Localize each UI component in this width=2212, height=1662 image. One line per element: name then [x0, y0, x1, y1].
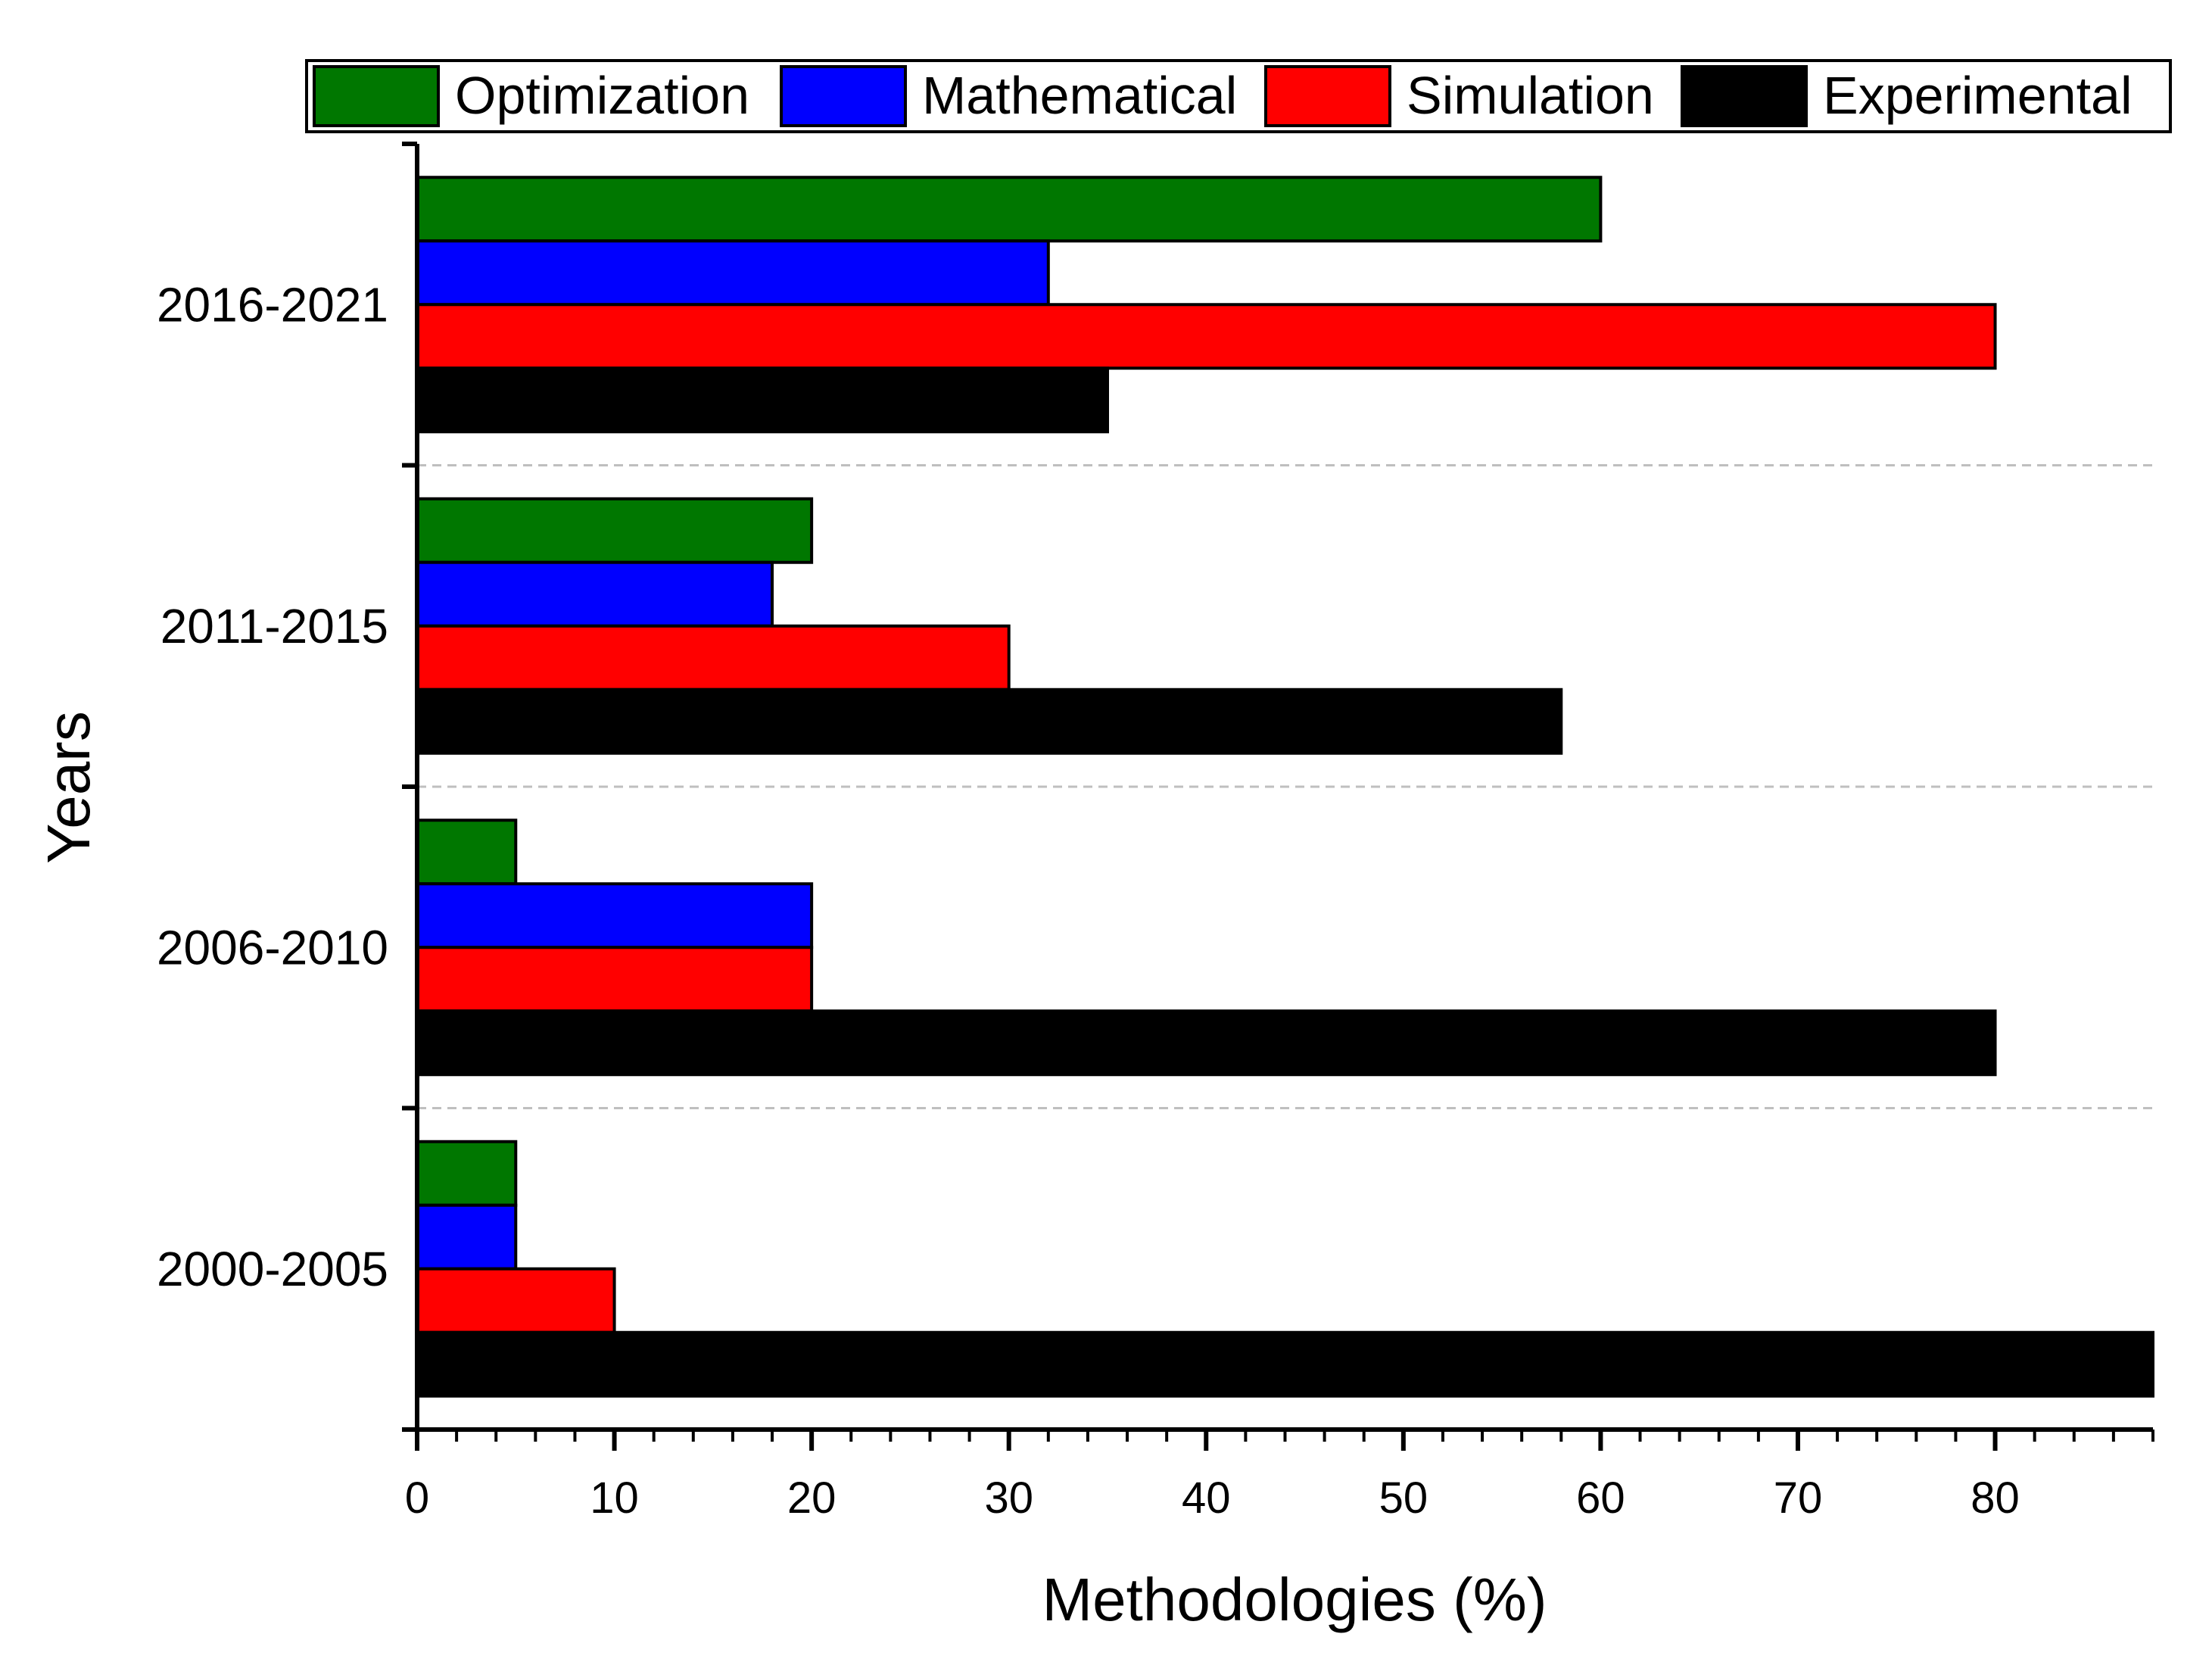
bar-mathematical-2016-2021 — [416, 239, 1050, 307]
bar-simulation-2000-2005 — [416, 1267, 616, 1334]
bar-experimental-2000-2005 — [416, 1330, 2154, 1398]
bar-mathematical-2000-2005 — [416, 1203, 518, 1271]
bar-optimization-2000-2005 — [416, 1140, 518, 1207]
bar-optimization-2011-2015 — [416, 497, 814, 564]
y-tick-label: 2011-2015 — [160, 599, 388, 653]
x-tick-label: 10 — [590, 1473, 639, 1523]
bar-experimental-2011-2015 — [416, 688, 1563, 755]
y-tick-label: 2006-2010 — [157, 920, 388, 974]
legend-swatch-optimization — [313, 65, 440, 127]
x-tick-label: 70 — [1774, 1473, 1823, 1523]
x-tick-label: 40 — [1182, 1473, 1231, 1523]
x-tick-label: 80 — [1971, 1473, 2020, 1523]
legend-label-mathematical: Mathematical — [922, 66, 1237, 125]
bar-optimization-2016-2021 — [416, 176, 1603, 243]
y-tick-label: 2016-2021 — [157, 277, 388, 332]
grid-lines — [417, 464, 2153, 1109]
x-tick-label: 30 — [984, 1473, 1033, 1523]
bar-mathematical-2011-2015 — [416, 560, 774, 628]
axes: 2016-2021 2011-2015 2006-2010 2000-2005 0 10 2… — [157, 142, 2154, 1523]
bars — [416, 176, 2154, 1398]
legend-label-optimization: Optimization — [455, 66, 749, 125]
x-tick-label: 20 — [787, 1473, 837, 1523]
bar-experimental-2006-2010 — [416, 1009, 1997, 1077]
bar-optimization-2006-2010 — [416, 819, 518, 886]
legend-swatch-mathematical — [780, 65, 907, 127]
bar-simulation-2006-2010 — [416, 946, 814, 1013]
x-tick-label: 60 — [1576, 1473, 1625, 1523]
bar-simulation-2016-2021 — [416, 303, 1997, 370]
bar-simulation-2011-2015 — [416, 624, 1011, 691]
bar-mathematical-2006-2010 — [416, 882, 814, 949]
legend: Optimization Mathematical Simulation Experi… — [305, 59, 2172, 133]
legend-label-experimental: Experimental — [1823, 66, 2133, 125]
legend-swatch-simulation — [1264, 65, 1391, 127]
y-axis-title: Years — [35, 711, 102, 864]
x-tick-label: 50 — [1379, 1473, 1428, 1523]
legend-box — [305, 59, 2172, 133]
legend-label-simulation: Simulation — [1407, 66, 1654, 125]
y-tick-label: 2000-2005 — [157, 1242, 388, 1296]
x-axis-title: Methodologies (%) — [1042, 1566, 1547, 1633]
legend-swatch-experimental — [1681, 65, 1808, 127]
bar-experimental-2016-2021 — [416, 366, 1109, 434]
x-tick-label: 0 — [405, 1473, 429, 1523]
